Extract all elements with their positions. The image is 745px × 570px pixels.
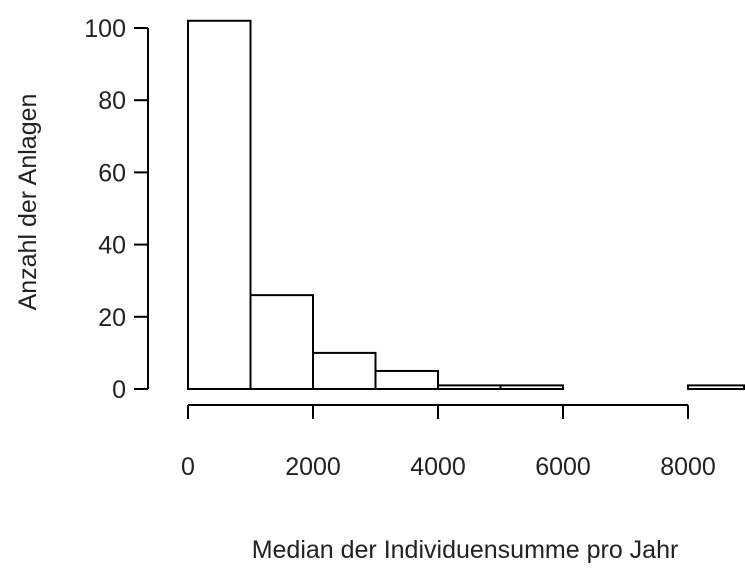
y-axis-label: Anzahl der Anlagen (14, 94, 42, 311)
x-tick-label: 4000 (410, 453, 466, 481)
y-tick-label: 0 (112, 376, 126, 404)
histogram-bar-3 (374, 369, 439, 391)
x-tick-label: 6000 (535, 453, 591, 481)
x-tick-label: 2000 (285, 453, 341, 481)
histogram-bar-2 (312, 351, 377, 390)
x-axis-label: Median der Individuensumme pro Jahr (252, 536, 679, 564)
histogram-bar-0 (187, 19, 252, 391)
y-tick-label: 40 (98, 232, 126, 260)
y-tick-label: 20 (98, 304, 126, 332)
x-tick-label: 8000 (660, 453, 716, 481)
x-axis: 0 2000 4000 6000 8000 (181, 404, 716, 481)
y-tick-label: 60 (98, 159, 126, 187)
histogram-bar-8 (687, 384, 745, 391)
histogram-bar-5 (499, 384, 564, 391)
histogram-bar-4 (437, 384, 502, 391)
histogram-bar-1 (249, 294, 314, 391)
bars-layer (187, 19, 745, 391)
y-tick-label: 100 (84, 15, 126, 43)
y-axis: 0 20 40 60 80 100 (84, 15, 149, 404)
y-tick-label: 80 (98, 87, 126, 115)
x-tick-label: 0 (181, 453, 195, 481)
